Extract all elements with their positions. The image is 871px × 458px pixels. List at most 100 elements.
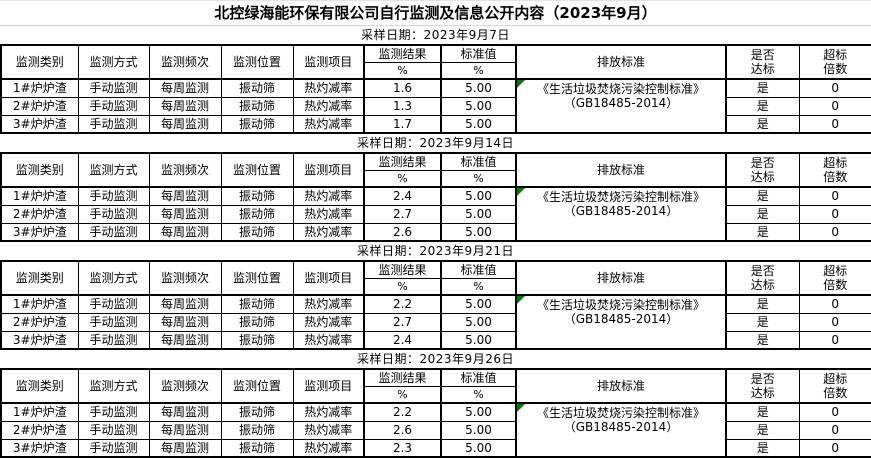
col-header-standard-unit: % bbox=[440, 61, 517, 80]
header-row: 监测类别 监测方式 监测频次 监测位置 监测项目 监测结果 标准值 排放标准 是… bbox=[0, 44, 871, 80]
cell-exceedance: 0 bbox=[798, 312, 871, 332]
cell-comment-indicator-icon bbox=[517, 189, 525, 196]
cell-monitoring-result: 2.4 bbox=[363, 186, 442, 206]
cell-compliance: 是 bbox=[725, 294, 800, 314]
cell-exceedance: 0 bbox=[798, 402, 871, 422]
table-row: 2#炉炉渣 手动监测 每周监测 振动筛 热灼减率 2.7 5.00 是 0 bbox=[0, 204, 871, 224]
cell-monitoring-category: 3#炉炉渣 bbox=[0, 222, 79, 242]
cell-monitoring-item: 热灼减率 bbox=[292, 204, 365, 224]
col-header-result-unit: % bbox=[363, 277, 442, 296]
cell-monitoring-item: 热灼减率 bbox=[292, 330, 365, 350]
cell-monitoring-category: 3#炉炉渣 bbox=[0, 330, 79, 350]
cell-compliance: 是 bbox=[725, 96, 800, 116]
cell-monitoring-method: 手动监测 bbox=[77, 204, 150, 224]
cell-monitoring-method: 手动监测 bbox=[77, 312, 150, 332]
cell-monitoring-category: 1#炉炉渣 bbox=[0, 294, 79, 314]
cell-monitoring-location: 振动筛 bbox=[220, 114, 294, 134]
col-header-location: 监测位置 bbox=[220, 44, 294, 80]
col-header-standard-unit: % bbox=[440, 169, 517, 188]
cell-monitoring-category: 1#炉炉渣 bbox=[0, 402, 79, 422]
table-row: 1#炉炉渣 手动监测 每周监测 振动筛 热灼减率 2.4 5.00 《生活垃圾焚烧污染控制标准… bbox=[0, 186, 871, 242]
col-header-result: 监测结果 bbox=[363, 260, 442, 279]
cell-monitoring-category: 3#炉炉渣 bbox=[0, 114, 79, 134]
table-row: 3#炉炉渣 手动监测 每周监测 振动筛 热灼减率 2.3 5.00 是 0 bbox=[0, 438, 871, 458]
cell-monitoring-category: 2#炉炉渣 bbox=[0, 204, 79, 224]
cell-standard-value: 5.00 bbox=[440, 294, 517, 314]
monitoring-section: 采样日期：2023年9月26日 监测类别 监测方式 监测频次 监测位置 监测项目… bbox=[0, 350, 871, 458]
col-header-result-unit: % bbox=[363, 169, 442, 188]
col-header-item: 监测项目 bbox=[292, 152, 365, 188]
cell-monitoring-location: 振动筛 bbox=[220, 330, 294, 350]
cell-emission-standard: 《生活垃圾焚烧污染控制标准》 （GB18485-2014） bbox=[515, 294, 727, 350]
table-row: 2#炉炉渣 手动监测 每周监测 振动筛 热灼减率 2.6 5.00 是 0 bbox=[0, 420, 871, 440]
cell-monitoring-frequency: 每周监测 bbox=[148, 222, 222, 242]
monitoring-table: 监测类别 监测方式 监测频次 监测位置 监测项目 监测结果 标准值 排放标准 是… bbox=[0, 368, 871, 458]
cell-monitoring-item: 热灼减率 bbox=[292, 222, 365, 242]
cell-comment-indicator-icon bbox=[517, 405, 525, 412]
col-header-category: 监测类别 bbox=[0, 260, 79, 296]
cell-standard-value: 5.00 bbox=[440, 204, 517, 224]
cell-monitoring-location: 振动筛 bbox=[220, 294, 294, 314]
cell-monitoring-location: 振动筛 bbox=[220, 420, 294, 440]
cell-monitoring-location: 振动筛 bbox=[220, 438, 294, 458]
monitoring-table: 监测类别 监测方式 监测频次 监测位置 监测项目 监测结果 标准值 排放标准 是… bbox=[0, 44, 871, 134]
monitoring-section: 采样日期：2023年9月7日 监测类别 监测方式 监测频次 监测位置 监测项目 … bbox=[0, 26, 871, 134]
cell-monitoring-frequency: 每周监测 bbox=[148, 186, 222, 206]
cell-compliance: 是 bbox=[725, 78, 800, 98]
cell-emission-standard: 《生活垃圾焚烧污染控制标准》 （GB18485-2014） bbox=[515, 402, 727, 458]
table-header: 监测类别 监测方式 监测频次 监测位置 监测项目 监测结果 标准值 排放标准 是… bbox=[0, 260, 871, 296]
cell-monitoring-method: 手动监测 bbox=[77, 186, 150, 206]
cell-monitoring-method: 手动监测 bbox=[77, 78, 150, 98]
col-header-frequency: 监测频次 bbox=[148, 44, 222, 80]
monitoring-table: 监测类别 监测方式 监测频次 监测位置 监测项目 监测结果 标准值 排放标准 是… bbox=[0, 152, 871, 242]
cell-exceedance: 0 bbox=[798, 78, 871, 98]
cell-monitoring-frequency: 每周监测 bbox=[148, 78, 222, 98]
cell-monitoring-location: 振动筛 bbox=[220, 222, 294, 242]
table-row: 2#炉炉渣 手动监测 每周监测 振动筛 热灼减率 2.7 5.00 是 0 bbox=[0, 312, 871, 332]
cell-monitoring-result: 1.7 bbox=[363, 114, 442, 134]
col-header-location: 监测位置 bbox=[220, 368, 294, 404]
cell-compliance: 是 bbox=[725, 204, 800, 224]
col-header-category: 监测类别 bbox=[0, 368, 79, 404]
col-header-item: 监测项目 bbox=[292, 260, 365, 296]
col-header-category: 监测类别 bbox=[0, 44, 79, 80]
table-header: 监测类别 监测方式 监测频次 监测位置 监测项目 监测结果 标准值 排放标准 是… bbox=[0, 368, 871, 404]
cell-exceedance: 0 bbox=[798, 438, 871, 458]
col-header-emission-standard: 排放标准 bbox=[515, 368, 727, 404]
cell-compliance: 是 bbox=[725, 438, 800, 458]
col-header-standard-value: 标准值 bbox=[440, 44, 517, 63]
cell-monitoring-item: 热灼减率 bbox=[292, 438, 365, 458]
cell-monitoring-frequency: 每周监测 bbox=[148, 312, 222, 332]
monitoring-section: 采样日期：2023年9月21日 监测类别 监测方式 监测频次 监测位置 监测项目… bbox=[0, 242, 871, 350]
header-row: 监测类别 监测方式 监测频次 监测位置 监测项目 监测结果 标准值 排放标准 是… bbox=[0, 152, 871, 188]
cell-compliance: 是 bbox=[725, 420, 800, 440]
col-header-category: 监测类别 bbox=[0, 152, 79, 188]
cell-comment-indicator-icon bbox=[517, 81, 525, 88]
table-header: 监测类别 监测方式 监测频次 监测位置 监测项目 监测结果 标准值 排放标准 是… bbox=[0, 44, 871, 80]
emission-standard-text: 《生活垃圾焚烧污染控制标准》 （GB18485-2014） bbox=[536, 82, 705, 111]
cell-monitoring-frequency: 每周监测 bbox=[148, 330, 222, 350]
cell-monitoring-frequency: 每周监测 bbox=[148, 402, 222, 422]
col-header-compliance: 是否 达标 bbox=[725, 368, 800, 404]
cell-monitoring-item: 热灼减率 bbox=[292, 312, 365, 332]
table-row: 3#炉炉渣 手动监测 每周监测 振动筛 热灼减率 1.7 5.00 是 0 bbox=[0, 114, 871, 134]
cell-monitoring-frequency: 每周监测 bbox=[148, 438, 222, 458]
cell-monitoring-location: 振动筛 bbox=[220, 402, 294, 422]
col-header-standard-unit: % bbox=[440, 385, 517, 404]
cell-compliance: 是 bbox=[725, 114, 800, 134]
table-row: 1#炉炉渣 手动监测 每周监测 振动筛 热灼减率 2.2 5.00 《生活垃圾焚烧污染控制标准… bbox=[0, 402, 871, 458]
table-body: 1#炉炉渣 手动监测 每周监测 振动筛 热灼减率 2.2 5.00 《生活垃圾焚烧污染控制标准… bbox=[0, 402, 871, 458]
col-header-emission-standard: 排放标准 bbox=[515, 260, 727, 296]
cell-monitoring-frequency: 每周监测 bbox=[148, 96, 222, 116]
cell-compliance: 是 bbox=[725, 312, 800, 332]
col-header-frequency: 监测频次 bbox=[148, 368, 222, 404]
sampling-date-row: 采样日期：2023年9月14日 bbox=[357, 136, 514, 150]
cell-monitoring-location: 振动筛 bbox=[220, 96, 294, 116]
cell-standard-value: 5.00 bbox=[440, 420, 517, 440]
col-header-exceedance: 超标 倍数 bbox=[798, 152, 871, 188]
cell-monitoring-location: 振动筛 bbox=[220, 312, 294, 332]
cell-monitoring-result: 2.3 bbox=[363, 438, 442, 458]
cell-monitoring-result: 2.2 bbox=[363, 294, 442, 314]
header-unit-row: % % bbox=[1, 61, 871, 80]
col-header-standard-value: 标准值 bbox=[440, 152, 517, 171]
